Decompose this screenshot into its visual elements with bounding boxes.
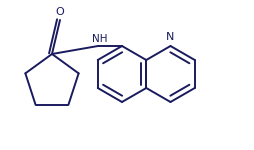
Text: N: N	[166, 32, 174, 42]
Text: O: O	[55, 7, 64, 17]
Text: NH: NH	[92, 34, 107, 44]
